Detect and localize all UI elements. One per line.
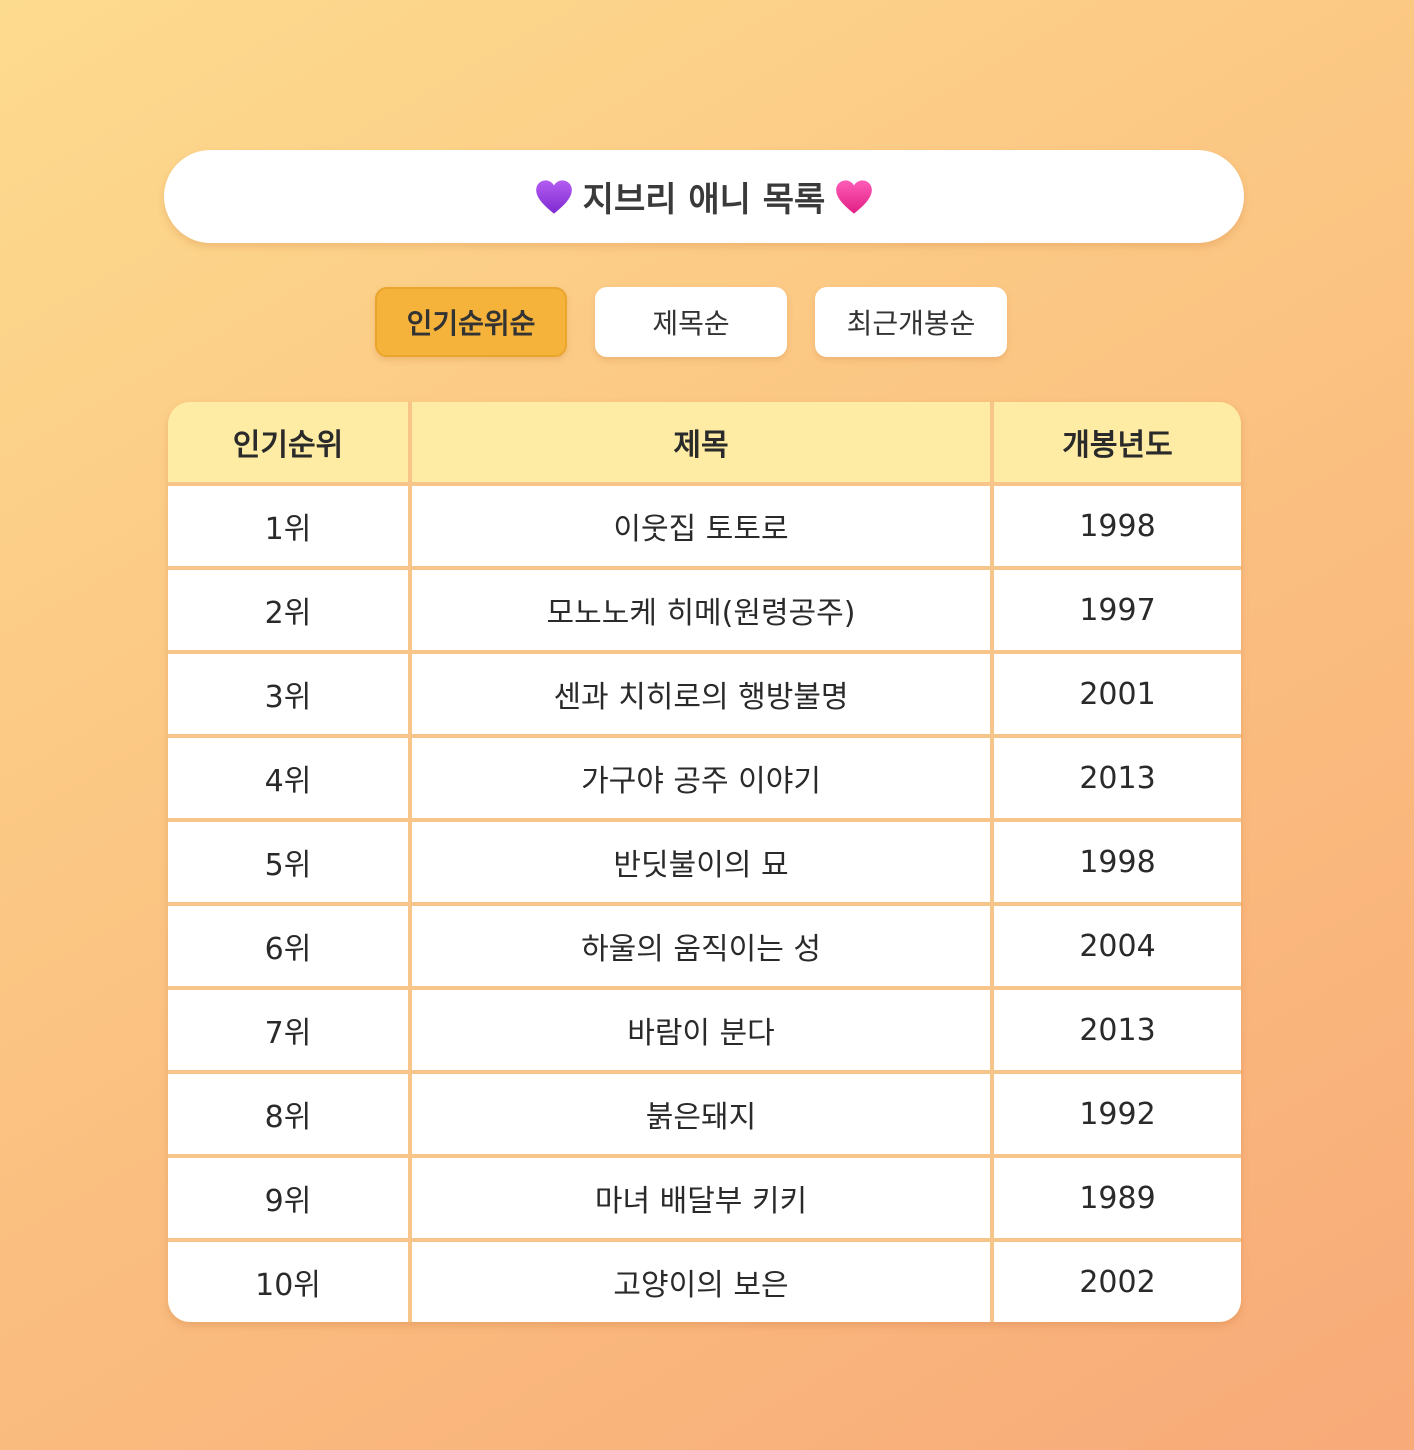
sort-by-popularity-button[interactable]: 인기순위순 bbox=[375, 287, 567, 357]
title-cell: 가구야 공주 이야기 bbox=[412, 738, 994, 822]
title-cell: 마녀 배달부 키키 bbox=[412, 1158, 994, 1242]
pink-heart-icon bbox=[836, 179, 873, 214]
page-title: 지브리 애니 목록 bbox=[582, 180, 826, 220]
year-cell: 1998 bbox=[994, 822, 1241, 906]
title-cell: 모노노케 히메(원령공주) bbox=[412, 570, 994, 654]
sort-by-title-button[interactable]: 제목순 bbox=[595, 287, 787, 357]
table-header-row: 인기순위 제목 개봉년도 bbox=[168, 402, 1241, 486]
year-cell: 1992 bbox=[994, 1074, 1241, 1158]
year-cell: 2002 bbox=[994, 1242, 1241, 1322]
table-row: 6위 하울의 움직이는 성 2004 bbox=[168, 906, 1241, 990]
rank-cell: 5위 bbox=[168, 822, 412, 906]
title-cell: 붉은돼지 bbox=[412, 1074, 994, 1158]
year-cell: 2004 bbox=[994, 906, 1241, 990]
table-row: 1위 이웃집 토토로 1998 bbox=[168, 486, 1241, 570]
table-row: 7위 바람이 분다 2013 bbox=[168, 990, 1241, 1074]
rank-cell: 10위 bbox=[168, 1242, 412, 1322]
year-cell: 1997 bbox=[994, 570, 1241, 654]
column-header-year: 개봉년도 bbox=[994, 402, 1241, 486]
year-cell: 1989 bbox=[994, 1158, 1241, 1242]
rank-cell: 8위 bbox=[168, 1074, 412, 1158]
rank-cell: 2위 bbox=[168, 570, 412, 654]
title-cell: 이웃집 토토로 bbox=[412, 486, 994, 570]
title-cell: 고양이의 보은 bbox=[412, 1242, 994, 1322]
column-header-rank: 인기순위 bbox=[168, 402, 412, 486]
rank-cell: 1위 bbox=[168, 486, 412, 570]
sort-by-recent-release-button[interactable]: 최근개봉순 bbox=[815, 287, 1007, 357]
table-row: 8위 붉은돼지 1992 bbox=[168, 1074, 1241, 1158]
title-cell: 반딧불이의 묘 bbox=[412, 822, 994, 906]
purple-heart-icon bbox=[535, 179, 572, 214]
table-row: 3위 센과 치히로의 행방불명 2001 bbox=[168, 654, 1241, 738]
rank-cell: 4위 bbox=[168, 738, 412, 822]
year-cell: 2001 bbox=[994, 654, 1241, 738]
title-cell: 바람이 분다 bbox=[412, 990, 994, 1074]
anime-table: 인기순위 제목 개봉년도 1위 이웃집 토토로 1998 2위 모노노케 히메(… bbox=[168, 402, 1241, 1322]
table-row: 5위 반딧불이의 묘 1998 bbox=[168, 822, 1241, 906]
year-cell: 2013 bbox=[994, 990, 1241, 1074]
column-header-title: 제목 bbox=[412, 402, 994, 486]
year-cell: 1998 bbox=[994, 486, 1241, 570]
rank-cell: 7위 bbox=[168, 990, 412, 1074]
rank-cell: 6위 bbox=[168, 906, 412, 990]
table-row: 9위 마녀 배달부 키키 1989 bbox=[168, 1158, 1241, 1242]
table-row: 4위 가구야 공주 이야기 2013 bbox=[168, 738, 1241, 822]
title-cell: 센과 치히로의 행방불명 bbox=[412, 654, 994, 738]
table-row: 2위 모노노케 히메(원령공주) 1997 bbox=[168, 570, 1241, 654]
page-title-bar: 지브리 애니 목록 bbox=[164, 150, 1244, 243]
sort-tabs: 인기순위순 제목순 최근개봉순 bbox=[375, 287, 1007, 357]
rank-cell: 3위 bbox=[168, 654, 412, 738]
rank-cell: 9위 bbox=[168, 1158, 412, 1242]
table-row: 10위 고양이의 보은 2002 bbox=[168, 1242, 1241, 1322]
title-cell: 하울의 움직이는 성 bbox=[412, 906, 994, 990]
year-cell: 2013 bbox=[994, 738, 1241, 822]
